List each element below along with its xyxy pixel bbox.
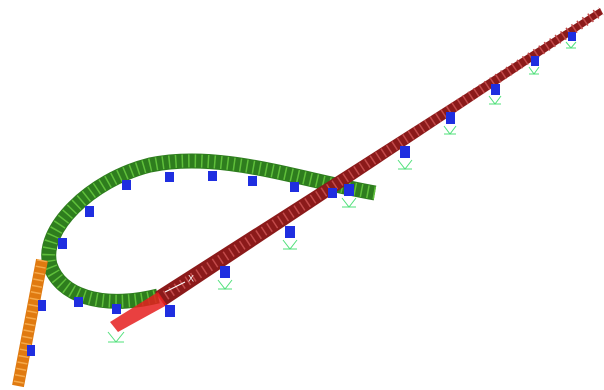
foundation (283, 240, 297, 249)
support (400, 146, 410, 158)
axis-label: X (188, 273, 194, 283)
support (58, 238, 67, 249)
support (491, 84, 500, 95)
support (165, 172, 174, 182)
support (220, 266, 230, 278)
support (290, 182, 299, 192)
support (85, 206, 94, 217)
support (27, 345, 35, 356)
support (446, 112, 455, 124)
foundation (444, 126, 456, 134)
support (122, 180, 131, 190)
support (568, 32, 576, 41)
support (344, 184, 354, 196)
support (531, 56, 539, 66)
model-view: X (0, 0, 604, 390)
foundation (566, 42, 576, 48)
support (208, 171, 217, 181)
support (248, 176, 257, 186)
support (112, 304, 121, 314)
curved-ramp (49, 161, 375, 301)
foundation (489, 96, 501, 104)
support (38, 300, 46, 311)
support (165, 305, 175, 317)
foundation (398, 160, 412, 169)
foundation (108, 332, 124, 342)
foundation (529, 67, 539, 74)
support (285, 226, 295, 238)
foundation (342, 198, 356, 207)
foundation (218, 280, 232, 289)
support (74, 297, 83, 307)
support (328, 188, 337, 198)
